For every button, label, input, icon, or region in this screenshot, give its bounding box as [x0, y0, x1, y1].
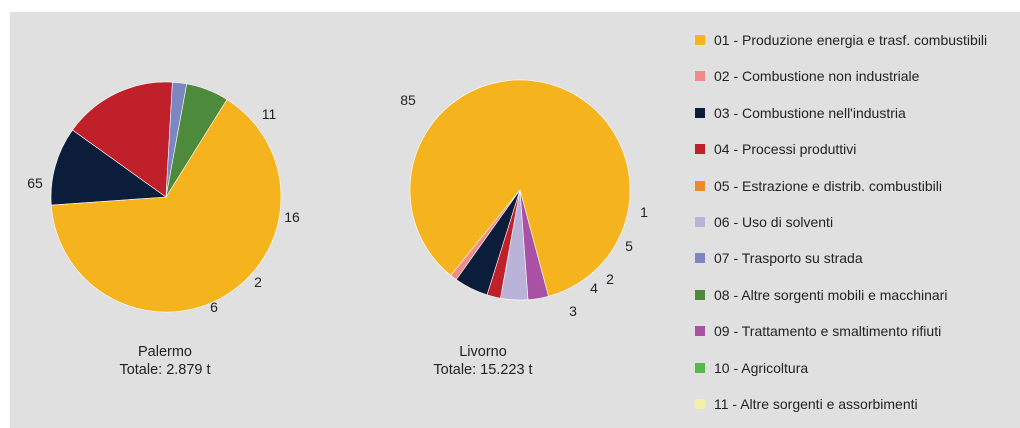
legend-swatch-8 — [695, 289, 705, 300]
palermo-pie: 65 11 16 2 6 — [27, 81, 300, 315]
legend-label-1: 01 - Produzione energia e trasf. combust… — [714, 32, 988, 48]
legend-label-8: 08 - Altre sorgenti mobili e macchinari — [714, 286, 948, 303]
legend-item-8: 08 - Altre sorgenti mobili e macchinari — [695, 285, 947, 305]
legend-swatch-7 — [695, 253, 705, 264]
livorno-city-label: Livorno — [459, 344, 507, 360]
legend-item-7: 07 - Trasporto su strada — [695, 248, 863, 268]
palermo-slice-08 — [165, 83, 228, 198]
legend-swatch-11 — [695, 399, 705, 409]
legend-label-7: 07 - Trasporto su strada — [714, 250, 863, 267]
palermo-total-label: Totale: 2.879 t — [119, 362, 211, 378]
palermo-data-label-07: 2 — [254, 274, 262, 290]
legend-item-1: 01 - Produzione energia e trasf. combust… — [695, 30, 987, 50]
livorno-data-label-03: 5 — [625, 238, 633, 254]
livorno-data-label-04: 2 — [606, 271, 614, 287]
legend-swatch-6 — [695, 217, 705, 227]
legend-item-4: 04 - Processi produttivi — [695, 139, 856, 159]
palermo-slice-04 — [72, 81, 173, 198]
palermo-data-label-03: 11 — [262, 106, 277, 122]
legend-label-6: 06 - Uso di solventi — [714, 214, 834, 230]
livorno-data-label-01: 85 — [400, 92, 416, 108]
legend-label-10: 10 - Agricoltura — [714, 359, 809, 376]
palermo-slice-03 — [50, 129, 167, 206]
palermo-city-label: Palermo — [138, 344, 192, 360]
legend-label-3: 03 - Combustione nell'industria — [714, 104, 906, 121]
legend-swatch-5 — [695, 180, 705, 191]
livorno-data-label-02: 1 — [640, 204, 648, 220]
legend-swatch-1 — [695, 35, 705, 45]
livorno-caption: Livorno Totale: 15.223 t — [408, 343, 558, 379]
legend-swatch-4 — [695, 144, 705, 155]
legend-item-5: 05 - Estrazione e distrib. combustibili — [695, 176, 942, 196]
palermo-data-label-08: 6 — [210, 299, 218, 315]
legend-item-11: 11 - Altre sorgenti e assorbimenti — [695, 394, 918, 414]
livorno-data-label-06: 4 — [590, 280, 598, 296]
legend-item-2: 02 - Combustione non industriale — [695, 66, 919, 86]
legend-label-11: 11 - Altre sorgenti e assorbimenti — [714, 396, 918, 412]
legend-swatch-10 — [695, 362, 705, 373]
legend-label-2: 02 - Combustione non industriale — [714, 68, 920, 85]
palermo-data-label-04: 16 — [284, 209, 300, 225]
legend-item-6: 06 - Uso di solventi — [695, 212, 833, 232]
legend-swatch-2 — [695, 71, 705, 82]
livorno-slice-01 — [409, 79, 631, 297]
legend-item-9: 09 - Trattamento e smaltimento rifiuti — [695, 321, 941, 341]
legend-label-9: 09 - Trattamento e smaltimento rifiuti — [714, 323, 942, 340]
livorno-pie: 85 1 5 243 — [400, 79, 648, 319]
legend-item-3: 03 - Combustione nell'industria — [695, 103, 906, 123]
chart-panel: 65 11 16 2 6 85 1 5 2 4 3 Palermo Totale: 2.879 t … — [10, 12, 1020, 428]
livorno-slice-09 — [519, 189, 549, 301]
livorno-total-label: Totale: 15.223 t — [433, 362, 533, 378]
legend-label-4: 04 - Processi produttivi — [714, 141, 857, 158]
legend-swatch-9 — [695, 326, 705, 337]
legend-swatch-3 — [695, 107, 705, 118]
livorno-data-label-09: 3 — [569, 303, 577, 319]
palermo-slice-01 — [50, 99, 282, 313]
palermo-data-label-01: 65 — [27, 175, 43, 191]
legend-item-10: 10 - Agricoltura — [695, 358, 808, 378]
palermo-caption: Palermo Totale: 2.879 t — [90, 343, 240, 379]
legend-label-5: 05 - Estrazione e distrib. combustibili — [714, 177, 942, 194]
